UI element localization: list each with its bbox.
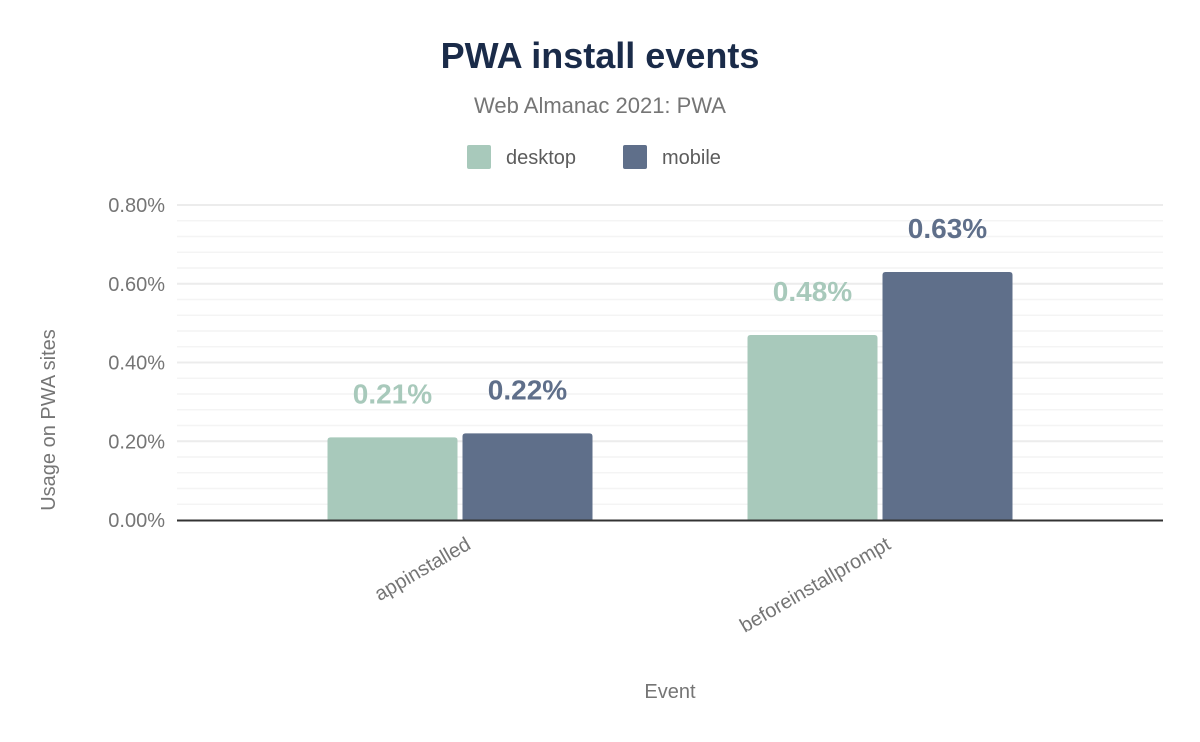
bar-mobile: [882, 271, 1013, 520]
bars: 0.21% 0.22% 0.48% 0.63%: [327, 213, 1013, 520]
y-tick-label: 0.80%: [108, 195, 165, 217]
chart-title: PWA install events: [441, 35, 760, 76]
legend-swatch-desktop[interactable]: [467, 145, 491, 169]
legend-label-desktop[interactable]: desktop: [506, 147, 576, 169]
gridlines: [177, 204, 1163, 505]
y-tick-label: 0.20%: [108, 431, 165, 453]
data-label-desktop: 0.48%: [773, 276, 852, 307]
x-axis-title: Event: [644, 681, 696, 703]
bar-mobile: [462, 433, 593, 520]
legend: desktop mobile: [467, 145, 721, 169]
y-axis-title: Usage on PWA sites: [38, 329, 60, 511]
bar-desktop: [747, 334, 878, 520]
chart-subtitle: Web Almanac 2021: PWA: [474, 93, 726, 118]
legend-label-mobile[interactable]: mobile: [662, 147, 721, 169]
bar-desktop: [327, 437, 458, 520]
x-tick-label: appinstalled: [371, 533, 474, 605]
x-tick-label: beforeinstallprompt: [736, 533, 895, 637]
y-tick-label: 0.60%: [108, 274, 165, 296]
x-axis: appinstalled beforeinstallprompt: [371, 533, 895, 637]
legend-swatch-mobile[interactable]: [623, 145, 647, 169]
y-axis: 0.00% 0.20% 0.40% 0.60% 0.80%: [108, 195, 165, 532]
data-label-mobile: 0.22%: [488, 374, 567, 405]
data-label-mobile: 0.63%: [908, 213, 987, 244]
y-tick-label: 0.00%: [108, 510, 165, 532]
data-label-desktop: 0.21%: [353, 378, 432, 409]
y-tick-label: 0.40%: [108, 353, 165, 375]
